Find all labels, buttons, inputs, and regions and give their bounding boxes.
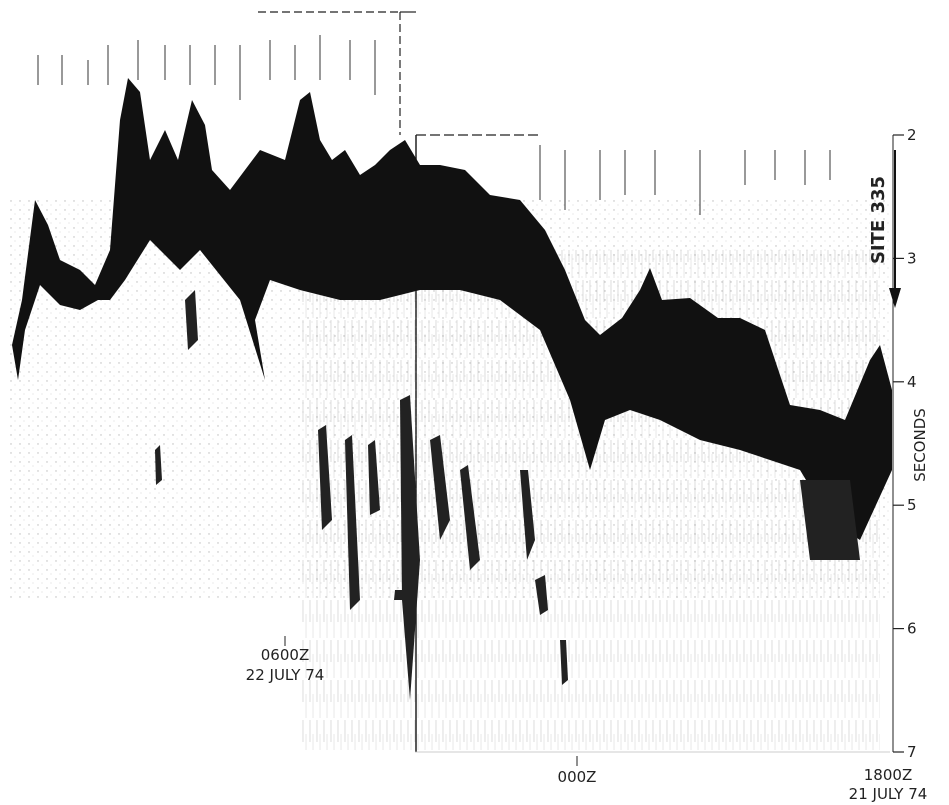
site-arrow	[889, 150, 901, 308]
site-label: SITE 335	[868, 176, 889, 264]
time-marks: 0600Z 22 JULY 74 000Z 1800Z 21 JULY 74	[246, 636, 928, 803]
time-label: 0600Z	[261, 646, 309, 664]
annotation-marks	[37, 35, 831, 215]
tick-label: 2	[907, 126, 917, 144]
tick-label: 7	[907, 743, 917, 761]
tick-label: 5	[907, 496, 917, 514]
deep-reflections	[155, 290, 860, 700]
seafloor-reflector	[12, 78, 892, 540]
time-label: 000Z	[558, 768, 597, 786]
tick-label: 4	[907, 373, 917, 391]
time-label: 1800Z	[864, 766, 912, 784]
date-label: 22 JULY 74	[246, 666, 325, 684]
tick-label: 6	[907, 620, 917, 638]
tick-label: 3	[907, 249, 917, 267]
date-label: 21 JULY 74	[849, 785, 928, 803]
axis-title: SECONDS	[911, 408, 929, 482]
